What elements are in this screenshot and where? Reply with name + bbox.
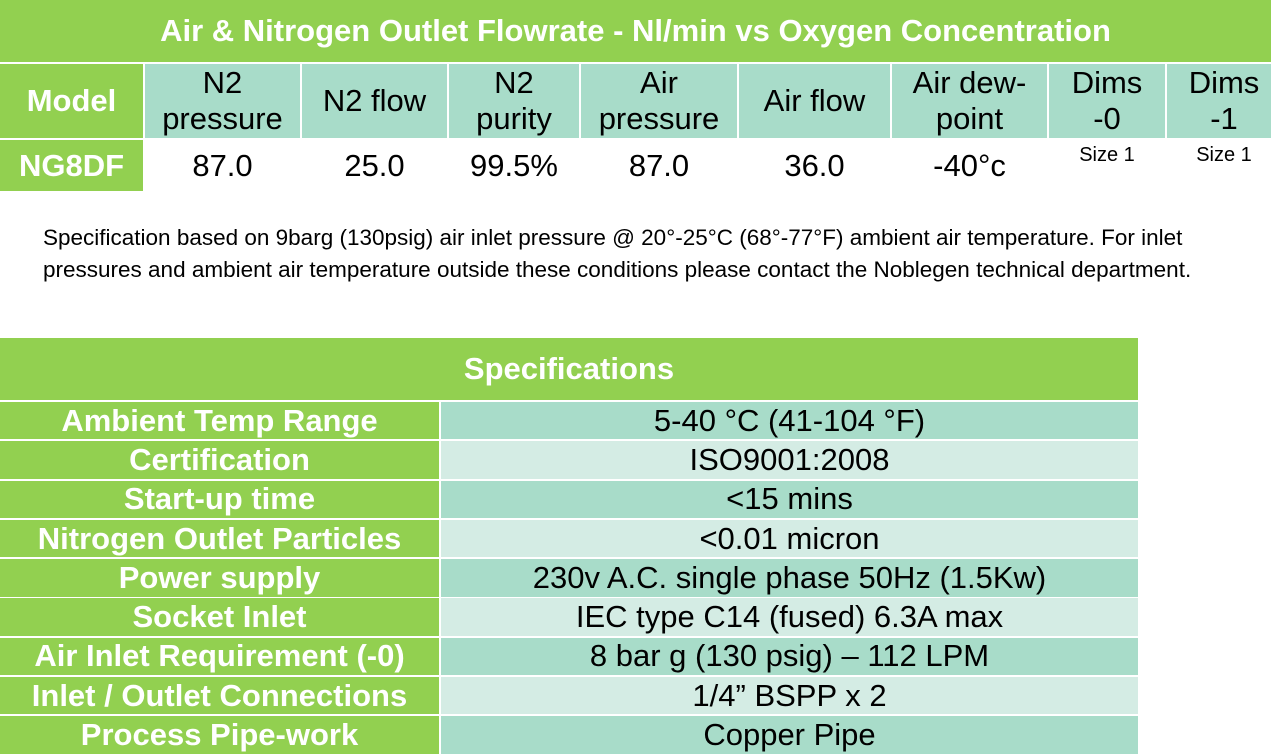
spec-row: Ambient Temp Range 5-40 °C (41-104 °F) (0, 402, 1138, 440)
spec-label: Certification (0, 441, 439, 479)
spec-label: Nitrogen Outlet Particles (0, 519, 439, 558)
cell-air-dew-point: -40°c (892, 140, 1047, 191)
cell-air-pressure: 87.0 (581, 140, 737, 191)
header-dims-0: Dims -0 (1049, 64, 1165, 138)
cell-dims-0: Size 1 (1049, 140, 1165, 191)
spec-value: 8 bar g (130 psig) – 112 LPM (441, 637, 1138, 676)
spec-value: <0.01 micron (441, 519, 1138, 558)
spec-row: Process Pipe-work Copper Pipe (0, 716, 1138, 754)
header-model: Model (0, 64, 143, 138)
spec-table: Ambient Temp Range 5-40 °C (41-104 °F) C… (0, 402, 1138, 756)
header-air-flow: Air flow (739, 64, 890, 138)
spec-table-title: Specifications (0, 338, 1138, 400)
cell-n2-pressure: 87.0 (145, 140, 300, 191)
spec-row: Air Inlet Requirement (-0) 8 bar g (130 … (0, 637, 1138, 676)
header-n2-flow: N2 flow (302, 64, 447, 138)
spec-value: 1/4” BSPP x 2 (441, 676, 1138, 715)
cell-n2-flow: 25.0 (302, 140, 447, 191)
header-dims-1: Dims -1 (1167, 64, 1271, 138)
spec-label: Socket Inlet (0, 598, 439, 636)
cell-model: NG8DF (0, 140, 143, 191)
spec-label: Inlet / Outlet Connections (0, 676, 439, 715)
spec-label: Ambient Temp Range (0, 402, 439, 440)
spec-row: Certification ISO9001:2008 (0, 441, 1138, 479)
header-n2-pressure: N2 pressure (145, 64, 300, 138)
spec-value: Copper Pipe (441, 716, 1138, 754)
cell-n2-purity: 99.5% (449, 140, 579, 191)
spec-value: IEC type C14 (fused) 6.3A max (441, 598, 1138, 636)
header-air-pressure: Air pressure (581, 64, 737, 138)
spec-label: Start-up time (0, 480, 439, 518)
flow-table: Model N2 pressure N2 flow N2 purity Air pre… (0, 64, 1271, 191)
spec-row: Nitrogen Outlet Particles <0.01 micron (0, 519, 1138, 558)
spec-label: Process Pipe-work (0, 716, 439, 754)
header-air-dew-point: Air dew-point (892, 64, 1047, 138)
specification-note: Specification based on 9barg (130psig) a… (43, 225, 1192, 282)
header-n2-purity: N2 purity (449, 64, 579, 138)
spec-value: <15 mins (441, 480, 1138, 518)
cell-air-flow: 36.0 (739, 140, 890, 191)
flow-table-title: Air & Nitrogen Outlet Flowrate - Nl/min … (0, 0, 1271, 62)
spec-row: Start-up time <15 mins (0, 480, 1138, 518)
spec-value: ISO9001:2008 (441, 441, 1138, 479)
spec-row: Power supply 230v A.C. single phase 50Hz… (0, 559, 1138, 597)
cell-dims-1: Size 1 (1167, 140, 1271, 191)
spec-value: 230v A.C. single phase 50Hz (1.5Kw) (441, 559, 1138, 597)
spec-label: Power supply (0, 559, 439, 597)
spec-row: Inlet / Outlet Connections 1/4” BSPP x 2 (0, 676, 1138, 715)
spec-label: Air Inlet Requirement (-0) (0, 637, 439, 676)
spec-row: Socket Inlet IEC type C14 (fused) 6.3A m… (0, 598, 1138, 636)
spec-value: 5-40 °C (41-104 °F) (441, 402, 1138, 440)
